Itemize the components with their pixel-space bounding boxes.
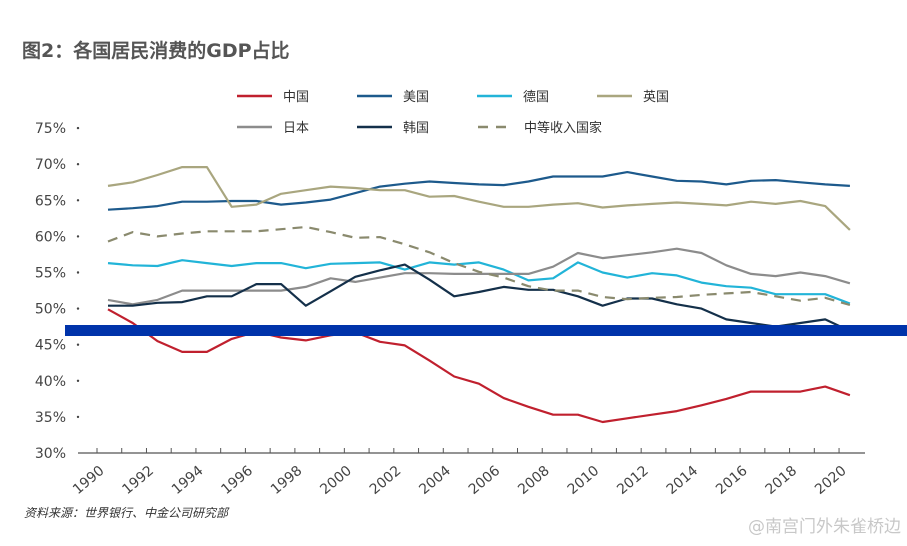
y-tick-dot: [76, 163, 80, 166]
legend-label: 中国: [283, 90, 309, 105]
legend-label: 韩国: [403, 121, 429, 136]
x-tick-label: 1992: [119, 463, 157, 498]
overlay-bar: [65, 325, 907, 336]
legend-label: 德国: [523, 90, 549, 105]
y-tick-dot: [76, 271, 80, 274]
x-tick-label: 2012: [614, 463, 652, 498]
chart-title: 图2：各国居民消费的GDP占比: [22, 40, 290, 62]
x-tick-label: 2016: [713, 463, 751, 498]
x-tick-label: 2004: [416, 463, 454, 498]
y-tick-label: 65%: [35, 193, 66, 209]
series-line-5: [108, 263, 851, 332]
series-line-2: [107, 259, 851, 305]
y-tick-dot: [76, 343, 80, 346]
watermark: @南宫门外朱雀桥边: [748, 517, 901, 537]
series-line-0: [107, 308, 851, 424]
y-tick-label: 40%: [35, 374, 66, 390]
series-line-6: [107, 225, 851, 307]
y-tick-label: 45%: [35, 338, 66, 354]
legend-label: 英国: [643, 90, 669, 105]
x-tick-label: 1990: [70, 463, 108, 498]
x-tick-label: 1996: [218, 463, 256, 498]
legend-label: 中等收入国家: [524, 120, 602, 136]
y-tick-dot: [76, 126, 80, 130]
x-tick-label: 2006: [466, 463, 504, 498]
x-tick-label: 2020: [812, 463, 850, 498]
x-tick-label: 2014: [664, 463, 702, 498]
y-tick-label: 60%: [35, 229, 66, 245]
y-tick-label: 70%: [35, 157, 66, 173]
source-note: 资料来源：世界银行、中金公司研究部: [24, 506, 229, 520]
y-tick-dot: [76, 415, 80, 419]
series-line-1: [107, 171, 850, 211]
x-tick-label: 2002: [367, 463, 405, 498]
y-tick-label: 55%: [35, 266, 66, 282]
series-line-4: [107, 247, 851, 306]
legend-label: 日本: [283, 121, 309, 136]
y-tick-dot: [76, 379, 80, 382]
x-tick-label: 2000: [317, 463, 355, 498]
y-tick-label: 30%: [35, 446, 66, 462]
x-tick-label: 2008: [515, 463, 553, 498]
x-tick-label: 1998: [268, 463, 306, 498]
x-tick-label: 2010: [565, 463, 603, 498]
y-tick-label: 35%: [35, 410, 66, 426]
y-tick-dot: [76, 307, 80, 310]
y-tick-dot: [76, 199, 80, 202]
y-tick-dot: [76, 235, 80, 238]
y-tick-label: 75%: [35, 121, 66, 137]
x-tick-label: 2018: [763, 463, 801, 498]
y-tick-label: 50%: [35, 302, 66, 318]
legend-label: 美国: [403, 90, 429, 105]
x-tick-label: 1994: [169, 463, 207, 498]
series-line-3: [107, 166, 851, 231]
